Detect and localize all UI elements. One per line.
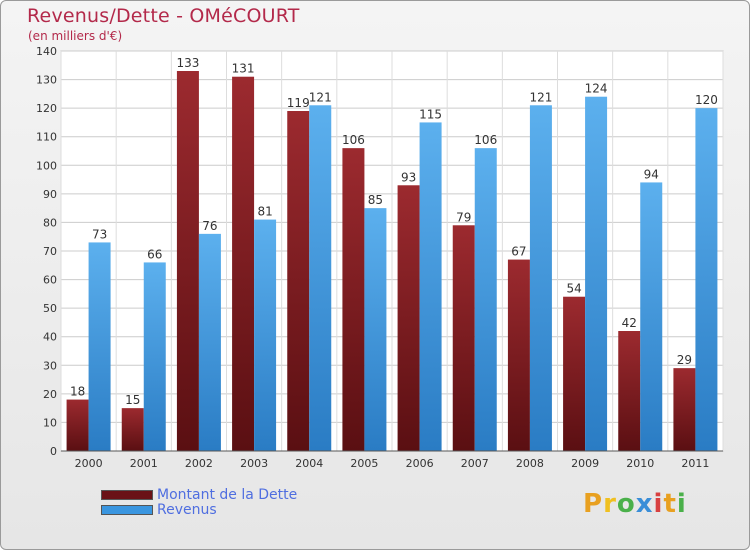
x-tick-label: 2005 bbox=[350, 457, 378, 470]
bar-dette bbox=[287, 111, 310, 451]
legend-label-dette: Montant de la Dette bbox=[157, 486, 298, 503]
bar-revenus bbox=[309, 105, 332, 452]
data-label-dette: 133 bbox=[176, 56, 199, 70]
data-label-dette: 79 bbox=[456, 210, 471, 224]
bar-revenus bbox=[640, 182, 663, 451]
data-label-revenus: 106 bbox=[474, 133, 497, 147]
y-tick-label: 80 bbox=[43, 216, 57, 229]
x-tick-label: 2000 bbox=[75, 457, 103, 470]
y-tick-label: 140 bbox=[36, 45, 57, 58]
y-tick-label: 10 bbox=[43, 416, 57, 429]
data-label-revenus: 120 bbox=[695, 93, 718, 107]
data-label-revenus: 115 bbox=[419, 107, 442, 121]
chart-title: Revenus/Dette - OMéCOURT bbox=[27, 5, 300, 27]
data-label-dette: 15 bbox=[125, 393, 140, 407]
bar-revenus bbox=[529, 105, 552, 452]
chart-subtitle: (en milliers d'€) bbox=[28, 29, 123, 43]
y-tick-label: 130 bbox=[36, 74, 57, 87]
y-tick-label: 100 bbox=[36, 159, 57, 172]
data-label-revenus: 85 bbox=[368, 193, 383, 207]
bar-revenus bbox=[474, 148, 497, 451]
x-tick-label: 2011 bbox=[681, 457, 709, 470]
x-tick-label: 2007 bbox=[461, 457, 489, 470]
data-label-revenus: 121 bbox=[529, 90, 552, 104]
bar-dette bbox=[176, 71, 199, 451]
bar-dette bbox=[563, 296, 586, 451]
data-label-dette: 106 bbox=[342, 133, 365, 147]
bar-dette bbox=[618, 331, 641, 451]
legend-item-revenus: Revenus bbox=[101, 501, 297, 518]
data-label-dette: 93 bbox=[401, 170, 416, 184]
bar-dette bbox=[397, 185, 420, 452]
x-tick-label: 2009 bbox=[571, 457, 599, 470]
bar-revenus bbox=[695, 108, 718, 452]
bar-dette bbox=[342, 148, 365, 451]
legend-swatch-revenus bbox=[101, 504, 153, 515]
data-label-revenus: 121 bbox=[309, 90, 332, 104]
data-label-dette: 67 bbox=[511, 245, 526, 259]
y-tick-label: 40 bbox=[43, 331, 57, 344]
x-tick-label: 2008 bbox=[516, 457, 544, 470]
x-tick-label: 2004 bbox=[295, 457, 323, 470]
legend-item-dette: Montant de la Dette bbox=[101, 486, 298, 503]
x-tick-label: 2002 bbox=[185, 457, 213, 470]
bar-revenus bbox=[143, 262, 166, 451]
data-label-dette: 131 bbox=[232, 62, 255, 76]
bar-revenus bbox=[88, 242, 111, 451]
bar-dette bbox=[66, 399, 89, 451]
data-label-revenus: 73 bbox=[92, 227, 107, 241]
bar-revenus bbox=[198, 233, 221, 451]
legend-label-revenus: Revenus bbox=[157, 501, 217, 518]
data-label-dette: 29 bbox=[677, 353, 692, 367]
data-label-dette: 42 bbox=[622, 316, 637, 330]
data-label-revenus: 124 bbox=[585, 82, 608, 96]
y-tick-label: 0 bbox=[50, 445, 57, 458]
proxiti-logo: Proxiti bbox=[583, 489, 687, 519]
y-tick-label: 70 bbox=[43, 245, 57, 258]
data-label-revenus: 66 bbox=[147, 247, 162, 261]
y-tick-label: 60 bbox=[43, 274, 57, 287]
y-tick-label: 120 bbox=[36, 102, 57, 115]
data-label-revenus: 81 bbox=[257, 205, 272, 219]
bar-dette bbox=[232, 76, 255, 451]
bar-dette bbox=[452, 225, 475, 451]
data-label-dette: 18 bbox=[70, 385, 85, 399]
bar-revenus bbox=[419, 122, 442, 451]
x-tick-label: 2001 bbox=[130, 457, 158, 470]
y-tick-label: 20 bbox=[43, 388, 57, 401]
data-label-dette: 54 bbox=[566, 282, 581, 296]
x-tick-label: 2003 bbox=[240, 457, 268, 470]
bar-dette bbox=[121, 408, 144, 451]
bar-revenus bbox=[254, 219, 277, 451]
data-label-revenus: 94 bbox=[644, 167, 659, 181]
bar-dette bbox=[673, 368, 696, 451]
x-tick-label: 2006 bbox=[406, 457, 434, 470]
data-label-dette: 119 bbox=[287, 96, 310, 110]
y-tick-label: 110 bbox=[36, 131, 57, 144]
y-tick-label: 50 bbox=[43, 302, 57, 315]
bar-dette bbox=[507, 259, 530, 451]
legend: Montant de la Dette Revenus bbox=[101, 486, 298, 518]
bar-revenus bbox=[585, 96, 608, 451]
y-tick-label: 90 bbox=[43, 188, 57, 201]
x-tick-label: 2010 bbox=[626, 457, 654, 470]
bar-revenus bbox=[364, 208, 387, 451]
data-label-revenus: 76 bbox=[202, 219, 217, 233]
legend-swatch-dette bbox=[101, 489, 153, 500]
y-tick-label: 30 bbox=[43, 359, 57, 372]
